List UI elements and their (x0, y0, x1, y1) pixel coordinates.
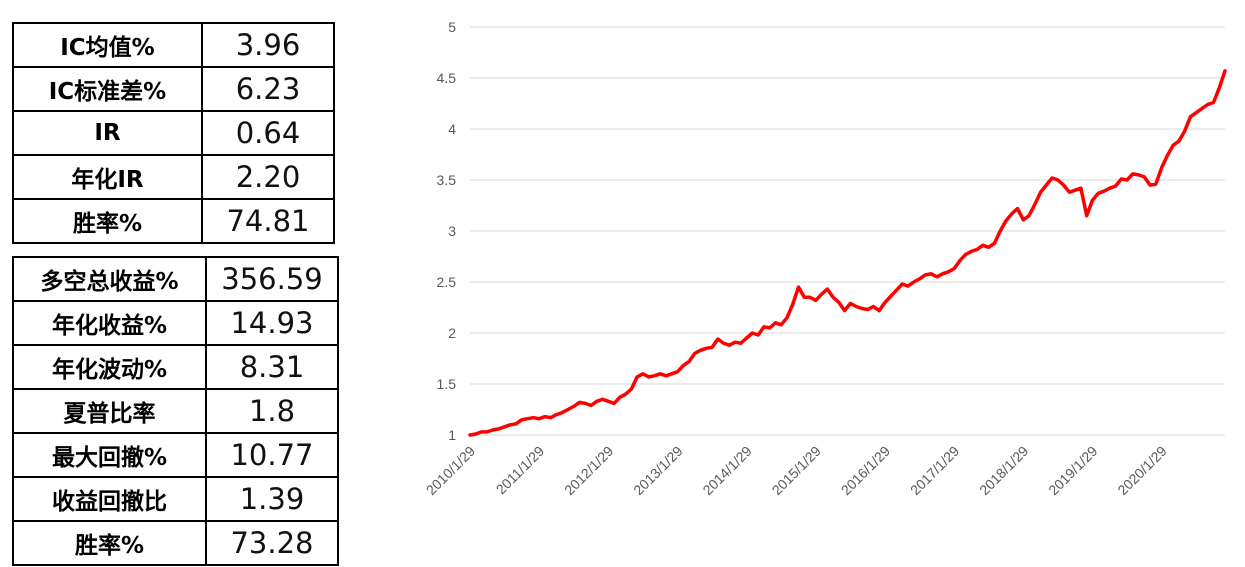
ic-stat-label: IC均值% (12, 22, 203, 68)
return-stat-row: 年化收益% 14.93 (12, 300, 339, 346)
return-stat-value: 14.93 (205, 300, 339, 346)
x-tick-label: 2018/1/29 (976, 443, 1032, 499)
x-tick-label: 2016/1/29 (838, 443, 894, 499)
ic-stat-row: IC标准差% 6.23 (12, 66, 335, 112)
return-stat-value: 8.31 (205, 344, 339, 390)
return-stat-label: 年化波动% (12, 344, 207, 390)
return-stat-row: 收益回撤比 1.39 (12, 476, 339, 522)
ic-stat-label: 胜率% (12, 198, 203, 244)
ic-stat-value: 6.23 (201, 66, 335, 112)
x-tick-label: 2020/1/29 (1114, 443, 1170, 499)
return-stat-row: 年化波动% 8.31 (12, 344, 339, 390)
x-tick-label: 2017/1/29 (907, 443, 963, 499)
y-tick-label: 4 (448, 121, 456, 137)
ic-stat-value: 74.81 (201, 198, 335, 244)
cumulative-return-line (468, 69, 1227, 437)
ic-stat-label: IC标准差% (12, 66, 203, 112)
return-stat-value: 356.59 (205, 256, 339, 302)
ic-stat-value: 3.96 (201, 22, 335, 68)
x-tick-label: 2019/1/29 (1045, 443, 1101, 499)
x-tick-label: 2011/1/29 (493, 443, 548, 498)
y-tick-label: 2.5 (437, 274, 457, 290)
ic-stat-label: IR (12, 110, 203, 156)
return-stats-table: 多空总收益% 356.59 年化收益% 14.93 年化波动% 8.31 夏普比率 1.8 最大… (12, 256, 339, 566)
y-tick-label: 1 (448, 427, 456, 443)
return-stat-row: 夏普比率 1.8 (12, 388, 339, 434)
return-stat-label: 收益回撤比 (12, 476, 207, 522)
return-stat-value: 1.8 (205, 388, 339, 434)
return-stat-label: 多空总收益% (12, 256, 207, 302)
y-tick-label: 2 (448, 325, 456, 341)
return-stat-row: 最大回撤% 10.77 (12, 432, 339, 478)
long-short-return-chart: 1 1.5 2 2.5 3 3.5 4 4.5 5 2010/1/29 2011/1/29 2012… (423, 19, 1227, 499)
x-tick-label: 2010/1/29 (423, 443, 479, 499)
x-axis-tick-labels: 2010/1/29 2011/1/29 2012/1/29 2013/1/29 2014… (423, 443, 1170, 499)
x-tick-label: 2015/1/29 (769, 443, 825, 499)
return-stat-value: 1.39 (205, 476, 339, 522)
ic-stat-row: IR 0.64 (12, 110, 335, 156)
y-tick-label: 1.5 (437, 376, 457, 392)
x-tick-label: 2012/1/29 (561, 443, 617, 499)
x-tick-label: 2013/1/29 (630, 443, 686, 499)
x-tick-label: 2014/1/29 (699, 443, 755, 499)
return-stat-value: 10.77 (205, 432, 339, 478)
ic-stat-value: 0.64 (201, 110, 335, 156)
chart-series (468, 69, 1227, 437)
return-stat-value: 73.28 (205, 520, 339, 566)
return-stat-label: 夏普比率 (12, 388, 207, 434)
return-stat-row: 多空总收益% 356.59 (12, 256, 339, 302)
y-tick-label: 5 (448, 19, 456, 35)
ic-stat-row: IC均值% 3.96 (12, 22, 335, 68)
return-stat-label: 胜率% (12, 520, 207, 566)
ic-stat-label: 年化IR (12, 154, 203, 200)
y-axis-tick-labels: 1 1.5 2 2.5 3 3.5 4 4.5 5 (437, 19, 457, 443)
y-tick-label: 3.5 (437, 172, 457, 188)
ic-stat-value: 2.20 (201, 154, 335, 200)
ic-stats-table: IC均值% 3.96 IC标准差% 6.23 IR 0.64 年化IR 2.20 胜率% 74.8… (12, 22, 335, 244)
return-stat-row: 胜率% 73.28 (12, 520, 339, 566)
ic-stat-row: 年化IR 2.20 (12, 154, 335, 200)
return-stat-label: 年化收益% (12, 300, 207, 346)
ic-stat-row: 胜率% 74.81 (12, 198, 335, 244)
y-tick-label: 4.5 (437, 70, 457, 86)
return-stat-label: 最大回撤% (12, 432, 207, 478)
chart-gridlines (470, 26, 1225, 436)
y-tick-label: 3 (448, 223, 456, 239)
